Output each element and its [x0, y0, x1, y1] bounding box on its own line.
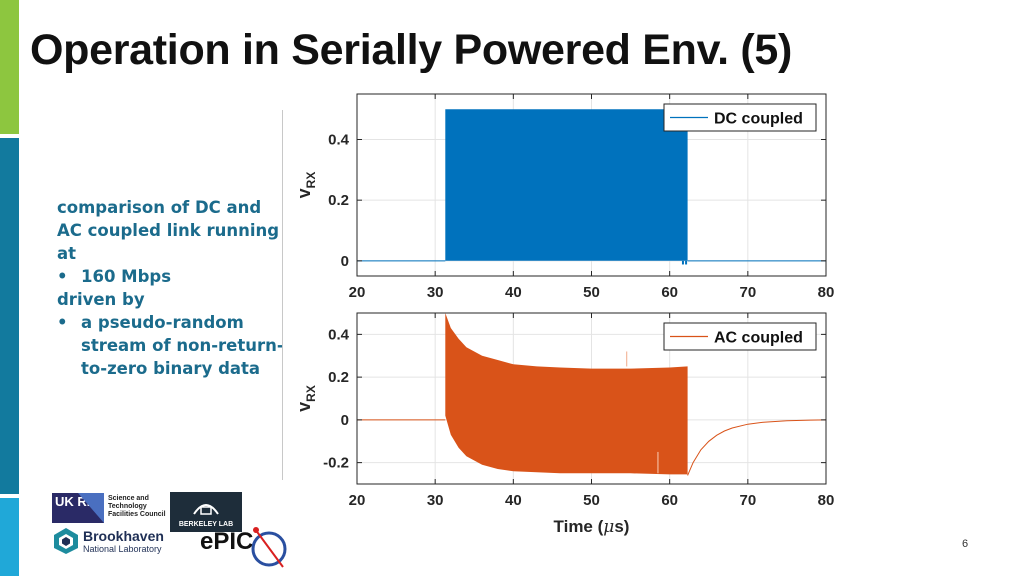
y-tick-label: -0.2 [323, 455, 349, 472]
y-tick-label: 0.2 [328, 369, 349, 386]
description-line-4: driven by [57, 290, 145, 309]
logo-strip: UK RI Science and Technology Facilities … [50, 490, 290, 576]
x-tick-label: 80 [818, 284, 835, 301]
y-tick-label: 0 [341, 412, 349, 429]
x-tick-label: 20 [349, 284, 366, 301]
y-tick-label: 0.4 [328, 326, 350, 343]
description-line-3: at [57, 244, 77, 263]
x-tick-label: 70 [739, 492, 756, 509]
y-tick-label: 0.4 [328, 132, 350, 149]
berkeley-lab-logo: BERKELEY LAB [170, 492, 242, 532]
x-tick-label: 80 [818, 492, 835, 509]
x-tick-label: 60 [661, 284, 678, 301]
accent-bar-green [0, 0, 19, 134]
x-tick-label: 20 [349, 492, 366, 509]
description-line-1: comparison of DC and [57, 198, 262, 217]
chart-panel-1: 20 30 40 50 60 70 80 0 0.2 0.4 vRX DC coupled [294, 93, 835, 301]
accent-bar-cyan [0, 498, 19, 576]
waveform-figure: 20 30 40 50 60 70 80 0 0.2 0.4 vRX DC coupled 20 30 40… [294, 93, 835, 537]
x-tick-label: 60 [661, 492, 678, 509]
bullet-bitrate: 160 Mbps [57, 265, 289, 288]
brookhaven-name: Brookhaven [83, 528, 164, 544]
x-tick-label: 30 [427, 492, 444, 509]
x-tick-label: 40 [505, 492, 522, 509]
description-text: comparison of DC and AC coupled link run… [57, 196, 289, 380]
x-tick-label: 70 [739, 284, 756, 301]
x-tick-label: 40 [505, 284, 522, 301]
ukri-logo: UK RI [52, 493, 104, 523]
brookhaven-subtitle: National Laboratory [83, 544, 162, 554]
signal-band [445, 313, 688, 475]
y-axis-label: vRX [294, 385, 318, 412]
legend-label: AC coupled [714, 330, 803, 347]
epic-logo: ePIC [200, 528, 254, 555]
slide-title: Operation in Serially Powered Env. (5) [30, 26, 793, 74]
y-axis-label: vRX [294, 172, 318, 199]
page-number: 6 [962, 538, 969, 550]
brookhaven-logo-mark [54, 528, 78, 554]
bullet-data-pattern: a pseudo-random stream of non-return-to-… [57, 311, 289, 380]
epic-logo-ring [251, 527, 287, 568]
y-tick-label: 0.2 [328, 192, 349, 209]
decay-tail [687, 419, 827, 476]
x-tick-label: 50 [583, 492, 600, 509]
chart-panel-2: 20 30 40 50 60 70 80 -0.2 0 0.2 0.4 vRX Time (μs) AC … [294, 312, 835, 537]
signal-band [445, 109, 688, 261]
stfc-logo-text: Science and Technology Facilities Counci… [108, 495, 166, 518]
x-tick-label: 50 [583, 284, 600, 301]
divider-line [282, 110, 283, 480]
x-tick-label: 30 [427, 284, 444, 301]
description-line-2: AC coupled link running [57, 221, 280, 240]
y-tick-label: 0 [341, 253, 349, 270]
x-axis-label: Time (μs) [554, 517, 630, 537]
accent-bar-teal [0, 138, 19, 494]
legend-label: DC coupled [714, 111, 803, 128]
